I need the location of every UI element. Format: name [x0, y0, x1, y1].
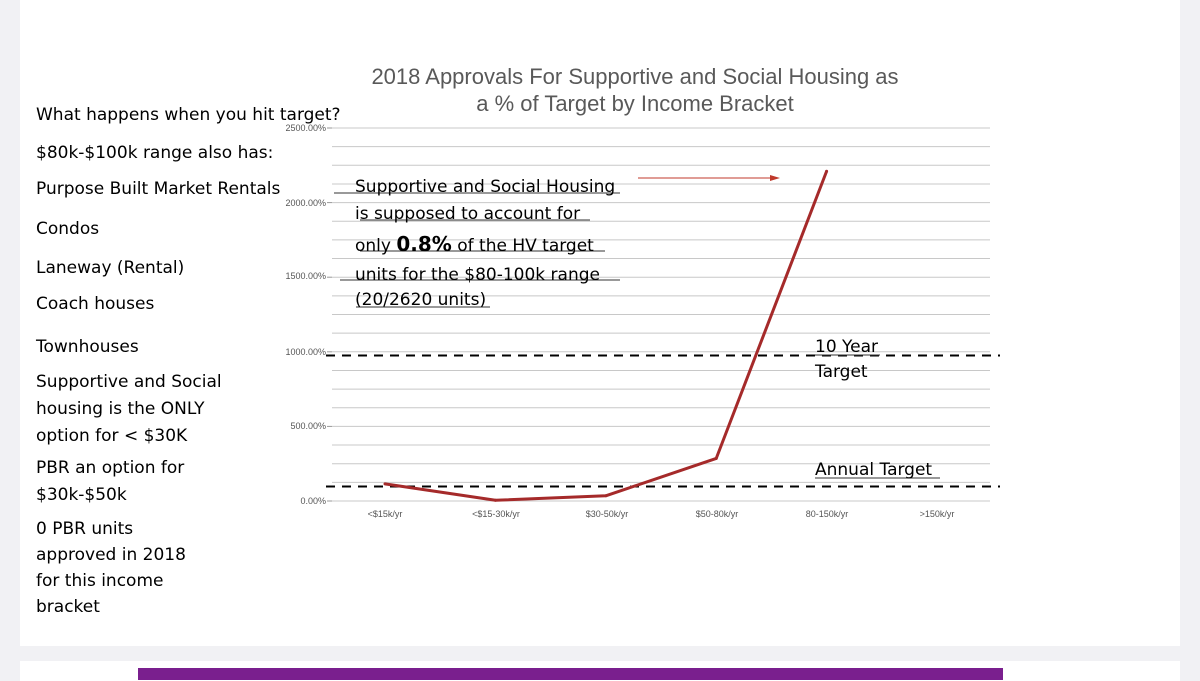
x-tick-label: $30-50k/yr	[585, 509, 629, 519]
note-line-2: is supposed to account for	[355, 204, 581, 224]
data-point	[493, 498, 497, 502]
list-item: Laneway (Rental)	[36, 258, 185, 278]
note-highlight-percent: 0.8%	[396, 232, 452, 256]
annual-target-label: Annual Target	[815, 460, 933, 480]
zero-pbr-line-1: 0 PBR units	[36, 519, 134, 539]
supportive-line-3: option for < $30K	[36, 426, 188, 446]
zero-pbr-line-2: approved in 2018	[36, 545, 186, 565]
note-line-5: (20/2620 units)	[355, 290, 487, 310]
ten-year-target-label-1: 10 Year	[815, 337, 879, 357]
chart-title-line-2: a % of Target by Income Bracket	[476, 91, 794, 116]
supportive-line-2: housing is the ONLY	[36, 399, 205, 419]
slide	[20, 0, 1180, 646]
y-tick-label: 2000.00%	[285, 198, 326, 208]
y-tick-label: 1000.00%	[285, 347, 326, 357]
x-tick-label: 80-150k/yr	[805, 509, 849, 519]
pbr-line-2: $30k-$50k	[36, 485, 127, 505]
list-item: Townhouses	[36, 337, 139, 357]
range-intro-text: $80k-$100k range also has:	[36, 143, 274, 163]
ten-year-target-label-2: Target	[815, 362, 868, 382]
zero-pbr-line-3: for this income	[36, 571, 164, 591]
y-tick-label: 1500.00%	[285, 271, 326, 281]
note-line-3-prefix: only	[355, 236, 397, 256]
list-item: Condos	[36, 219, 100, 239]
y-tick-label: 500.00%	[290, 421, 326, 431]
note-line-1: Supportive and Social Housing	[355, 177, 616, 197]
x-tick-label: >150k/yr	[919, 509, 955, 519]
y-tick-label: 2500.00%	[285, 123, 326, 133]
chart-title-line-1: 2018 Approvals For Supportive and Social…	[371, 64, 899, 89]
data-point	[383, 482, 387, 486]
note-line-3: only 0.8% of the HV target	[355, 233, 594, 257]
list-item: Coach houses	[36, 294, 155, 314]
note-line-3-suffix: of the HV target	[451, 236, 594, 256]
data-point	[825, 169, 829, 173]
arrow-head	[770, 175, 780, 181]
pbr-line-1: PBR an option for	[36, 458, 185, 478]
list-item: Purpose Built Market Rentals	[36, 179, 281, 199]
note-line-4: units for the $80-100k range	[355, 265, 600, 285]
data-point	[604, 494, 608, 498]
x-tick-label: <$15-30k/yr	[472, 509, 520, 519]
question-text: What happens when you hit target?	[36, 105, 341, 125]
supportive-line-1: Supportive and Social	[36, 372, 222, 392]
zero-pbr-line-4: bracket	[36, 597, 100, 617]
x-tick-label: <$15k/yr	[367, 509, 403, 519]
y-tick-label: 0.00%	[300, 496, 326, 506]
x-tick-label: $50-80k/yr	[695, 509, 739, 519]
data-point	[714, 456, 718, 460]
